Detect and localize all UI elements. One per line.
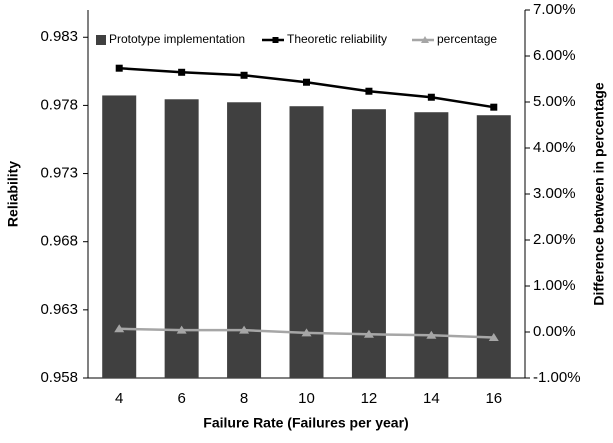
y-tick-label: 0.958: [40, 369, 78, 386]
marker: [488, 333, 499, 342]
x-tick-label: 4: [115, 390, 123, 407]
y2-axis-title: Difference between in percentage: [591, 82, 607, 306]
marker: [427, 93, 435, 101]
marker: [176, 325, 187, 334]
marker: [114, 324, 125, 333]
y-tick-label: 0.983: [40, 28, 78, 45]
y2-tick-label: 7.00%: [533, 1, 576, 18]
marker: [490, 103, 498, 111]
x-tick-label: 8: [240, 390, 248, 407]
y2-tick-label: -1.00%: [533, 369, 581, 386]
x-tick-label: 10: [298, 390, 315, 407]
legend-label: Theoretic reliability: [287, 32, 387, 46]
marker: [178, 68, 186, 76]
marker: [115, 64, 123, 72]
legend: Prototype implementation Theoretic reliab…: [96, 32, 497, 46]
legend-marker: [421, 36, 429, 43]
marker: [426, 330, 437, 339]
x-tick-label: 12: [361, 390, 378, 407]
y-tick-label: 0.978: [40, 96, 78, 113]
marker: [240, 71, 248, 79]
y-tick-label: 0.963: [40, 301, 78, 318]
x-tick-label: 16: [485, 390, 502, 407]
y-tick-label: 0.968: [40, 233, 78, 250]
bar: [227, 102, 262, 379]
bar: [102, 95, 137, 379]
marker: [363, 329, 374, 338]
y2-tick-label: 0.00%: [533, 323, 576, 340]
y2-tick-label: 6.00%: [533, 47, 576, 64]
marker: [303, 78, 310, 86]
x-axis-title: Failure Rate (Failures per year): [203, 415, 408, 431]
y2-tick-label: 1.00%: [533, 277, 576, 294]
y2-tick-label: 4.00%: [533, 139, 576, 156]
legend-label: percentage: [437, 32, 497, 46]
marker: [239, 325, 250, 334]
marker: [365, 87, 373, 95]
legend-marker: [272, 37, 279, 43]
x-tick-label: 14: [423, 390, 440, 407]
y-tick-label: 0.973: [40, 165, 78, 182]
y2-tick-label: 5.00%: [533, 93, 576, 110]
y2-tick-label: 3.00%: [533, 185, 576, 202]
legend-swatch: [96, 35, 106, 45]
y2-tick-label: 2.00%: [533, 231, 576, 248]
bar: [289, 106, 324, 378]
marker: [301, 328, 312, 337]
x-tick-label: 6: [177, 390, 185, 407]
y-axis-title: Reliability: [5, 161, 21, 227]
bar: [164, 99, 199, 378]
legend-label: Prototype implementation: [109, 32, 245, 46]
